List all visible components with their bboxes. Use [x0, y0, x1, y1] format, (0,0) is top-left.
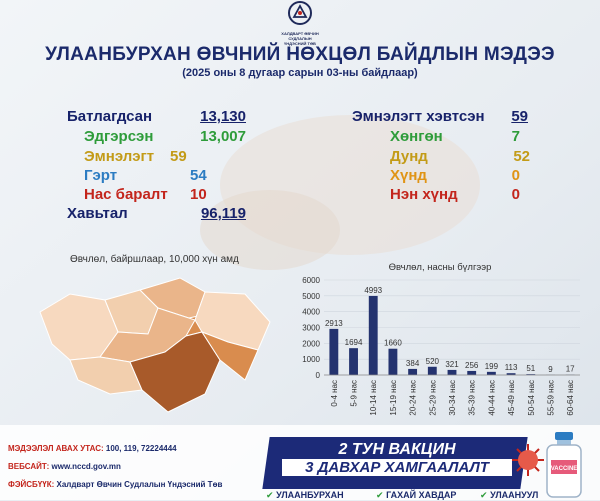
bar — [329, 329, 338, 375]
bullet-rubella-label: УЛААНУУЛ — [490, 490, 538, 500]
death-value: 10 — [190, 186, 230, 203]
page-subtitle: (2025 оны 8 дугаар сарын 03-ны байдлаар) — [0, 67, 600, 79]
logo-line1: ХАЛДВАРТ ӨВЧИН СУДЛАЛЫН — [270, 31, 330, 41]
contact-label: Хавьтал — [67, 205, 128, 222]
vaccine-vial-icon: VACCINE — [543, 430, 585, 498]
moderate-value: 52 — [500, 148, 530, 165]
death-label: Нас баралт — [84, 186, 168, 203]
bar — [448, 370, 457, 375]
contact-value: 96,119 — [170, 205, 246, 222]
bullet-rubella: ✔ УЛААНУУЛ — [480, 490, 538, 501]
bullet-measles: ✔ УЛААНБУРХАН — [266, 490, 344, 501]
bullet-mumps-label: ГАХАЙ ХАВДАР — [386, 490, 456, 500]
hospitalized-value: 59 — [500, 108, 528, 125]
map-caption: Өвчлөл, байршлаар, 10,000 хүн амд — [70, 254, 239, 265]
x-tick-label: 30-34 нас — [448, 380, 457, 416]
check-icon: ✔ — [376, 490, 384, 500]
bar — [388, 349, 397, 375]
bar-value-label: 51 — [526, 364, 535, 373]
bar-value-label: 321 — [445, 360, 459, 369]
critical-label: Нэн хүнд — [390, 186, 458, 203]
x-tick-label: 25-29 нас — [428, 380, 437, 416]
y-tick-label: 6000 — [302, 276, 320, 285]
y-tick-label: 5000 — [302, 292, 320, 301]
y-tick-label: 3000 — [302, 324, 320, 333]
hospital-value: 59 — [170, 148, 210, 165]
bullet-measles-label: УЛААНБУРХАН — [276, 490, 344, 500]
chart-title: Өвчлөл, насны бүлгээр — [389, 262, 492, 273]
mongolia-map — [30, 272, 280, 422]
mild-label: Хөнгөн — [390, 128, 443, 145]
x-tick-label: 5-9 нас — [350, 380, 359, 407]
home-label: Гэрт — [84, 167, 117, 184]
recovered-label: Эдгэрсэн — [84, 128, 153, 145]
bar-value-label: 1694 — [345, 338, 363, 347]
x-tick-label: 10-14 нас — [369, 380, 378, 416]
moderate-label: Дунд — [390, 148, 428, 165]
bar-value-label: 17 — [566, 365, 575, 374]
hospitalized-label: Эмнэлэгт хэвтсэн — [352, 108, 485, 125]
critical-value: 0 — [500, 186, 520, 203]
bar-value-label: 1660 — [384, 339, 402, 348]
check-icon: ✔ — [266, 490, 274, 500]
x-tick-label: 55-59 нас — [546, 380, 555, 416]
severe-label: Хүнд — [390, 167, 427, 184]
severe-value: 0 — [500, 167, 520, 184]
confirmed-label: Батлагдсан — [67, 108, 152, 125]
hospital-label: Эмнэлэгт — [84, 148, 154, 165]
web-line: ВЕБСАЙТ: www.nccd.gov.mn — [8, 462, 121, 471]
bar — [408, 369, 417, 375]
y-tick-label: 4000 — [302, 308, 320, 317]
x-tick-label: 45-49 нас — [507, 380, 516, 416]
bar-value-label: 384 — [406, 359, 420, 368]
x-tick-label: 40-44 нас — [487, 380, 496, 416]
bar-value-label: 256 — [465, 361, 479, 370]
y-tick-label: 0 — [316, 371, 321, 380]
page-title: УЛААНБУРХАН ӨВЧНИЙ НӨХЦӨЛ БАЙДЛЫН МЭДЭЭ — [0, 44, 600, 66]
y-tick-label: 1000 — [302, 355, 320, 364]
phone-line: МЭДЭЭЛЭЛ АВАХ УТАС: 100, 119, 72224444 — [8, 444, 177, 453]
banner-line1: 2 ТУН ВАКЦИН — [272, 441, 522, 459]
age-group-bar-chart: Өвчлөл, насны бүлгээр 0 1000 2000 3000 4000 5… — [290, 260, 590, 420]
facebook-value[interactable]: Халдварт Өвчин Судлалын Үндэсний Төв — [56, 480, 222, 489]
recovered-value: 13,007 — [170, 128, 246, 145]
x-tick-label: 60-64 нас — [566, 380, 575, 416]
bar — [467, 371, 476, 375]
check-icon: ✔ — [480, 490, 488, 500]
bar-value-label: 199 — [485, 362, 499, 371]
bar — [428, 367, 437, 375]
mild-value: 7 — [500, 128, 520, 145]
vaccine-label: VACCINE — [551, 466, 578, 472]
x-tick-label: 35-39 нас — [468, 380, 477, 416]
facebook-label: ФЭЙСБҮҮК: — [8, 480, 54, 489]
y-tick-label: 2000 — [302, 339, 320, 348]
web-label: ВЕБСАЙТ: — [8, 462, 49, 471]
home-value: 54 — [190, 167, 230, 184]
bar-value-label: 520 — [426, 357, 440, 366]
bar-value-label: 2913 — [325, 319, 343, 328]
confirmed-value: 13,130 — [170, 108, 246, 125]
bar — [349, 348, 358, 375]
x-tick-label: 20-24 нас — [409, 380, 418, 416]
bar-value-label: 113 — [505, 363, 518, 372]
banner-line2: 3 ДАВХАР ХАМГААЛАЛТ — [282, 459, 512, 476]
phone-value: 100, 119, 72224444 — [106, 444, 177, 453]
bar — [487, 372, 496, 375]
x-tick-label: 50-54 нас — [527, 380, 536, 416]
bar-value-label: 4993 — [364, 286, 382, 295]
x-tick-label: 15-19 нас — [389, 380, 398, 416]
bullet-mumps: ✔ ГАХАЙ ХАВДАР — [376, 490, 456, 501]
web-value[interactable]: www.nccd.gov.mn — [52, 462, 121, 471]
x-tick-label: 0-4 нас — [330, 380, 339, 407]
virus-icon — [508, 440, 548, 480]
facebook-line: ФЭЙСБҮҮК: Халдварт Өвчин Судлалын Үндэсн… — [8, 480, 222, 489]
logo: ХАЛДВАРТ ӨВЧИН СУДЛАЛЫН ҮНДЭСНИЙ ТӨВ — [270, 0, 330, 44]
bar-value-label: 9 — [548, 365, 553, 374]
bar — [369, 296, 378, 375]
phone-label: МЭДЭЭЛЭЛ АВАХ УТАС: — [8, 444, 104, 453]
logo-emblem-icon — [285, 0, 315, 26]
